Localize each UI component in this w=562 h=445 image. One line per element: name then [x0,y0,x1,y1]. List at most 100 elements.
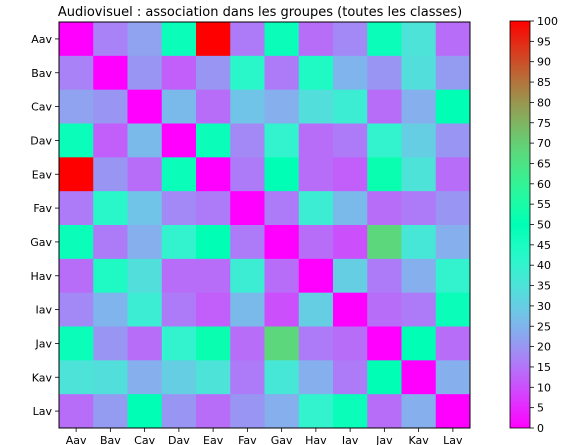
heatmap-cell-Lav-Dav [161,394,197,429]
heatmap-cell-Iav-Iav [333,292,368,327]
colorbar-tick-label: 90 [537,56,551,69]
y-tick-label: Gav [30,236,52,249]
heatmap-cell-Hav-Dav [161,258,197,294]
heatmap-cell-Bav-Cav [127,55,163,91]
y-tick-label: Hav [30,270,52,283]
heatmap-cell-Lav-Aav [59,394,94,429]
heatmap-cell-Fav-Gav [264,191,300,226]
heatmap-cell-Cav-Fav [230,89,265,124]
heatmap-cell-Jav-Bav [93,326,128,361]
heatmap-cell-Lav-Gav [264,394,300,429]
colorbar-tick-label: 100 [537,15,558,28]
heatmap-cell-Bav-Iav [333,55,368,91]
heatmap-cell-Hav-Hav [298,258,334,294]
colorbar-tick-label: 25 [537,320,551,333]
heatmap-cell-Bav-Kav [401,55,437,91]
heatmap-cell-Gav-Hav [298,225,334,260]
heatmap-cell-Cav-Dav [161,89,197,124]
y-tick-label: Bav [31,67,52,80]
y-axis: Aav Bav Cav Dav Eav Fav Gav Hav Iav Jav Kav Lav [30,33,59,418]
y-tick-label: Aav [31,33,52,46]
heatmap-cell-Dav-Hav [298,123,334,158]
heatmap-cell-Fav-Eav [196,191,231,226]
heatmap-cell-Dav-Eav [196,123,231,158]
heatmap-cell-Lav-Jav [367,394,402,429]
heatmap-cell-Hav-Kav [401,258,437,294]
heatmap-cell-Aav-Kav [401,22,437,57]
heatmap-cell-Hav-Aav [59,258,94,294]
heatmap-cell-Kav-Kav [401,360,437,395]
heatmap-cell-Gav-Iav [333,225,368,260]
heatmap-cell-Jav-Aav [59,326,94,361]
heatmap-cell-Hav-Bav [93,258,128,294]
x-tick-label: Bav [100,434,121,445]
heatmap-cell-Iav-Bav [93,292,128,327]
heatmap-cell-Gav-Cav [127,225,163,260]
colorbar-tick-label: 10 [537,381,551,394]
heatmap-cell-Kav-Cav [127,360,163,395]
heatmap-cell-Gav-Gav [264,225,300,260]
y-tick-label: Dav [30,134,52,147]
colorbar-tick-label: 0 [537,422,544,435]
heatmap-cell-Iav-Gav [264,292,300,327]
heatmap-cell-Jav-Lav [435,326,471,361]
heatmap-cell-Kav-Gav [264,360,300,395]
heatmap-cell-Aav-Lav [435,22,471,57]
heatmap-cell-Cav-Gav [264,89,300,124]
heatmap-cell-Fav-Fav [230,191,265,226]
heatmap-cell-Jav-Iav [333,326,368,361]
colorbar-tick-label: 55 [537,198,551,211]
colorbar-tick-label: 20 [537,341,551,354]
heatmap-cell-Fav-Bav [93,191,128,226]
heatmap-cell-Fav-Iav [333,191,368,226]
x-tick-label: Gav [271,434,293,445]
y-tick-label: Iav [36,304,53,317]
heatmap-cell-Gav-Aav [59,225,94,260]
heatmap-cell-Jav-Hav [298,326,334,361]
colorbar-tick-label: 65 [537,157,551,170]
colorbar [509,20,531,429]
heatmap-cell-Iav-Eav [196,292,231,327]
colorbar-tick-label: 85 [537,76,551,89]
heatmap-cell-Aav-Aav [59,22,94,57]
heatmap-cell-Lav-Fav [230,394,265,429]
heatmap-cell-Aav-Fav [230,22,265,57]
heatmap-cell-Gav-Dav [161,225,197,260]
heatmap-cell-Lav-Cav [127,394,163,429]
colorbar-tick-label: 5 [537,402,544,415]
heatmap-cell-Eav-Hav [298,157,334,192]
heatmap-cell-Aav-Cav [127,22,163,57]
heatmap-cell-Jav-Gav [264,326,300,361]
heatmap-cell-Eav-Bav [93,157,128,192]
x-tick-label: Aav [66,434,87,445]
heatmap-cell-Lav-Eav [196,394,231,429]
heatmap-cell-Bav-Fav [230,55,265,91]
heatmap-cell-Eav-Aav [59,157,94,192]
heatmap-cell-Dav-Gav [264,123,300,158]
heatmap-cell-Iav-Dav [161,292,197,327]
heatmap-cell-Dav-Aav [59,123,94,158]
heatmap-cell-Hav-Lav [435,258,471,294]
heatmap-cell-Cav-Eav [196,89,231,124]
heatmap-cell-Hav-Jav [367,258,402,294]
heatmap-cell-Aav-Iav [333,22,368,57]
heatmap-cell-Gav-Fav [230,225,265,260]
heatmap-cell-Eav-Dav [161,157,197,192]
colorbar-tick-label: 80 [537,96,551,109]
heatmap-cell-Dav-Dav [161,123,197,158]
heatmap-cell-Bav-Gav [264,55,300,91]
heatmap-cell-Hav-Gav [264,258,300,294]
heatmap-cell-Gav-Jav [367,225,402,260]
colorbar-tick-label: 45 [537,239,551,252]
heatmap-cell-Bav-Lav [435,55,471,91]
heatmap-cell-Kav-Iav [333,360,368,395]
heatmap-cell-Iav-Hav [298,292,334,327]
y-tick-label: Eav [32,168,53,181]
x-axis: Aav Bav Cav Dav Eav Fav Gav Hav Iav Jav Kav Lav [66,428,463,445]
heatmap-cell-Dav-Fav [230,123,265,158]
heatmap-cell-Fav-Dav [161,191,197,226]
heatmap-cell-Lav-Lav [435,394,471,429]
heatmap-cell-Aav-Gav [264,22,300,57]
plot-frame [58,21,471,429]
heatmap-cell-Cav-Jav [367,89,402,124]
